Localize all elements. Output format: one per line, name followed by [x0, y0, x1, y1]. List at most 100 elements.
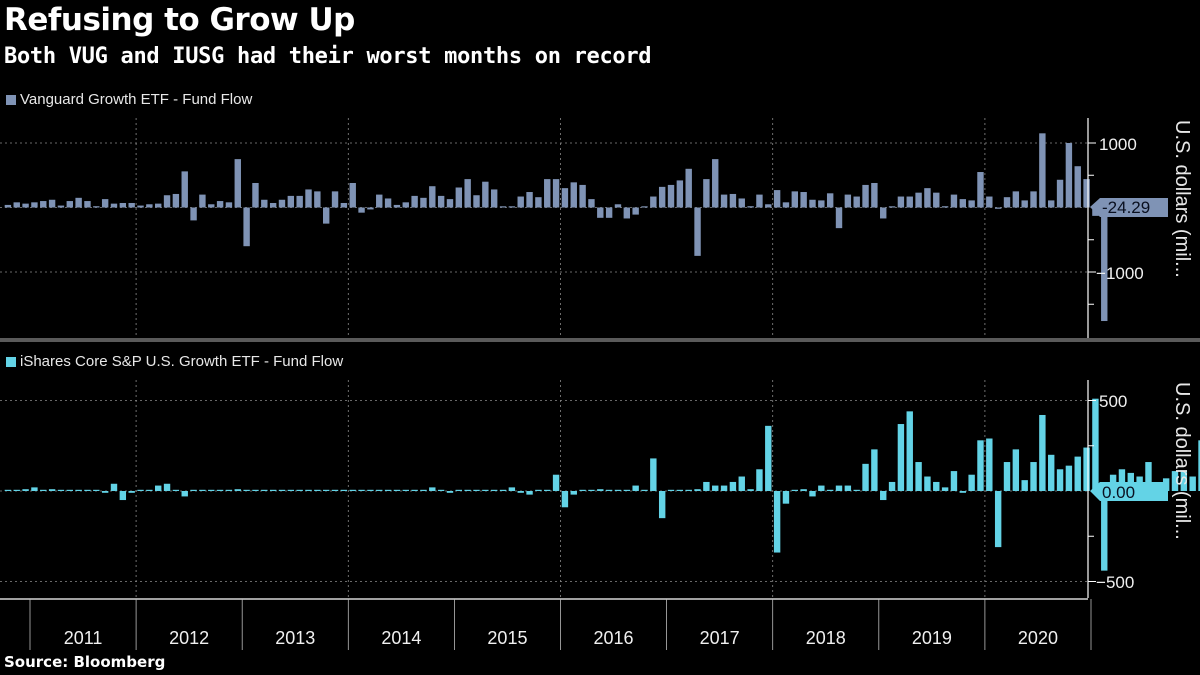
- last-value-iusg: 0.00: [1102, 483, 1135, 502]
- last-value-vug: -24.29: [1102, 198, 1150, 217]
- iusg-bar: [93, 489, 100, 491]
- vug-bar: [190, 207, 197, 221]
- ytick-top-neg1000-value: 1000: [1106, 264, 1144, 283]
- vug-bar: [676, 180, 684, 208]
- vug-bar: [473, 195, 480, 208]
- vug-bar: [1003, 197, 1011, 208]
- vug-bar: [243, 207, 250, 247]
- vug-bar: [641, 206, 648, 208]
- iusg-bar: [1127, 472, 1134, 491]
- iusg-bar: [676, 489, 684, 491]
- vug-bar: [782, 202, 790, 208]
- ytick-bot-neg500: −500: [1096, 573, 1134, 592]
- vug-bar: [199, 194, 206, 208]
- vug-bar: [915, 192, 922, 208]
- iusg-bar: [146, 489, 153, 491]
- legend-swatch-vug: [6, 94, 16, 105]
- vug-bar: [871, 182, 878, 208]
- iusg-bar: [252, 489, 259, 491]
- iusg-bar: [1012, 449, 1020, 491]
- ytick-bot-neg500-value: 500: [1106, 573, 1134, 592]
- vug-bar: [561, 188, 569, 208]
- vug-bar: [287, 195, 295, 208]
- iusg-bar: [862, 463, 869, 491]
- iusg-bar: [773, 491, 781, 553]
- iusg-bar: [906, 411, 913, 491]
- ylabel-top: U.S. dollars (mil...: [1171, 120, 1193, 278]
- vug-bar: [880, 207, 887, 219]
- vug-bar: [75, 197, 82, 208]
- vug-bar: [818, 200, 825, 208]
- vug-bar: [694, 207, 701, 256]
- iusg-bar: [1101, 491, 1108, 571]
- iusg-bar: [561, 491, 569, 508]
- iusg-bar: [544, 489, 551, 491]
- vug-bar: [340, 202, 348, 208]
- iusg-bar: [968, 474, 975, 491]
- iusg-bar: [871, 449, 878, 491]
- iusg-bar: [225, 489, 233, 491]
- iusg-bar: [84, 489, 91, 491]
- iusg-bar: [658, 491, 666, 519]
- iusg-bar: [181, 491, 188, 497]
- vug-bar: [1074, 166, 1081, 208]
- iusg-bar: [429, 487, 436, 491]
- iusg-bar: [738, 476, 745, 491]
- vug-bars: [4, 133, 1117, 322]
- iusg-bar: [941, 487, 949, 491]
- iusg-bar: [464, 489, 471, 491]
- vug-bar: [1030, 191, 1037, 208]
- vug-bar: [358, 207, 365, 213]
- panel-divider[interactable]: [0, 338, 1200, 342]
- iusg-bar: [31, 487, 38, 491]
- iusg-bar: [517, 491, 524, 493]
- iusg-bar: [809, 491, 816, 497]
- vug-bar: [941, 206, 949, 208]
- iusg-bar: [482, 489, 489, 491]
- ylabel-bottom: U.S. dollars (mil...: [1171, 382, 1193, 540]
- iusg-bar: [835, 485, 843, 491]
- iusg-bar: [490, 489, 498, 491]
- vug-bar: [437, 195, 445, 208]
- iusg-bar: [614, 489, 622, 491]
- legend-label-iusg: iShares Core S&P U.S. Growth ETF - Fund …: [20, 353, 344, 370]
- iusg-bar: [349, 489, 356, 491]
- iusg-bar: [57, 489, 65, 491]
- iusg-bar: [880, 491, 887, 501]
- iusg-bar: [791, 489, 799, 491]
- vug-bar: [163, 195, 171, 208]
- iusg-bar: [712, 485, 719, 491]
- vug-bar: [4, 204, 12, 208]
- iusg-bar: [446, 491, 454, 493]
- vug-bar: [933, 192, 940, 208]
- iusg-bar: [685, 489, 692, 491]
- iusg-bar: [208, 489, 215, 491]
- iusg-bar: [1189, 476, 1196, 491]
- vug-bar: [623, 207, 631, 219]
- iusg-bar: [588, 489, 595, 491]
- iusg-bar: [393, 489, 401, 491]
- vug-bar: [535, 197, 542, 208]
- vug-bar: [544, 179, 551, 208]
- iusg-bar: [897, 424, 905, 491]
- iusg-bar: [455, 489, 463, 491]
- vug-bar: [181, 171, 188, 208]
- vug-bar: [101, 199, 109, 208]
- vug-bar: [137, 205, 144, 208]
- vug-bar: [252, 182, 259, 208]
- source-note: Source: Bloomberg: [4, 653, 166, 671]
- ytick-bot-500: 500: [1099, 392, 1127, 411]
- vug-bar: [597, 207, 604, 218]
- xtick-label-2019: 2019: [912, 628, 952, 648]
- iusg-bar: [986, 438, 993, 491]
- vug-bar: [853, 196, 860, 208]
- iusg-bar: [1092, 398, 1099, 491]
- vug-bar: [234, 159, 241, 208]
- iusg-bar: [1003, 462, 1011, 491]
- iusg-bar: [552, 474, 560, 491]
- xtick-label-2014: 2014: [381, 628, 421, 648]
- vug-bar: [84, 201, 91, 208]
- vug-bar: [40, 201, 47, 208]
- chart-subtitle: Both VUG and IUSG had their worst months…: [4, 44, 652, 69]
- vug-bar: [650, 196, 657, 208]
